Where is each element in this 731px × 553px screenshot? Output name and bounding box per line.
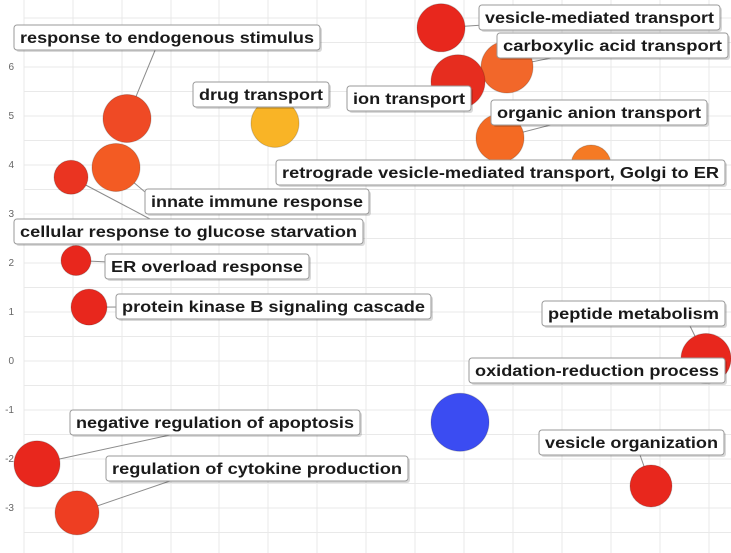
bubble-vesicle-mediated-transport [416, 3, 466, 53]
label-oxidation-reduction-process: oxidation-reduction process [468, 357, 727, 385]
bubble-oxidation-reduction-process [430, 392, 490, 452]
bubble-er-overload-response [60, 245, 92, 277]
label-text: ion transport [353, 91, 466, 108]
label-regulation-of-cytokine-production: regulation of cytokine production [105, 455, 410, 483]
label-peptide-metabolism: peptide metabolism [541, 300, 727, 328]
y-tick-label: 6 [8, 62, 14, 73]
label-text: drug transport [199, 87, 324, 104]
label-er-overload-response: ER overload response [104, 253, 311, 281]
label-text: vesicle-mediated transport [485, 10, 715, 27]
label-organic-anion-transport: organic anion transport [490, 99, 709, 127]
label-box [144, 188, 370, 215]
y-tick-label: -3 [5, 503, 14, 514]
bubble-cellular-response-to-glucose-starvation [53, 159, 89, 195]
label-text: vesicle organization [545, 435, 718, 452]
bubble-negative-regulation-of-apoptosis [13, 440, 61, 488]
y-tick-label: -2 [5, 454, 14, 465]
label-text: ER overload response [111, 259, 303, 276]
label-text: response to endogenous stimulus [20, 30, 314, 47]
label-carboxylic-acid-transport: carboxylic acid transport [496, 32, 730, 60]
bubble-vesicle-organization [629, 464, 673, 508]
bubble-protein-kinase-b-signaling-cascade [70, 288, 108, 326]
y-tick-label: 1 [8, 307, 14, 318]
bubble-response-to-endogenous-stimulus [102, 93, 152, 143]
label-vesicle-organization: vesicle organization [538, 429, 726, 457]
label-text: retrograde vesicle-mediated transport, G… [282, 165, 719, 182]
y-axis-ticks: 6 5 4 3 2 1 0 -1 -2 -3 [5, 62, 14, 514]
label-response-to-endogenous-stimulus: response to endogenous stimulus [13, 24, 322, 52]
label-box [538, 429, 725, 456]
bubble-regulation-of-cytokine-production [54, 490, 100, 536]
label-box [346, 85, 472, 112]
label-text: cellular response to glucose starvation [20, 224, 357, 241]
label-negative-regulation-of-apoptosis: negative regulation of apoptosis [69, 409, 362, 437]
label-drug-transport: drug transport [192, 81, 331, 109]
y-tick-label: 0 [8, 356, 14, 367]
label-vesicle-mediated-transport: vesicle-mediated transport [478, 4, 722, 32]
label-text: negative regulation of apoptosis [76, 415, 354, 432]
label-box [541, 300, 726, 327]
label-protein-kinase-b-signaling-cascade: protein kinase B signaling cascade [115, 293, 433, 321]
label-text: peptide metabolism [548, 306, 719, 323]
label-ion-transport: ion transport [346, 85, 473, 113]
label-box [496, 32, 729, 59]
label-box [490, 99, 708, 126]
label-box [478, 4, 721, 31]
label-text: carboxylic acid transport [503, 38, 723, 55]
label-text: innate immune response [151, 194, 363, 211]
bubble-innate-immune-response [91, 142, 141, 192]
label-text: protein kinase B signaling cascade [122, 299, 425, 316]
y-tick-label: 3 [8, 209, 14, 220]
y-tick-label: 5 [8, 111, 14, 122]
point-labels: vesicle-mediated transport carboxylic aci… [13, 4, 730, 483]
label-box [13, 218, 364, 245]
label-text: organic anion transport [497, 105, 702, 122]
label-box [13, 24, 321, 51]
label-text: oxidation-reduction process [475, 363, 719, 380]
label-box [104, 253, 310, 280]
y-tick-label: 2 [8, 258, 14, 269]
label-box [192, 81, 330, 108]
label-box [105, 455, 409, 482]
y-tick-label: 4 [8, 160, 14, 171]
label-innate-immune-response: innate immune response [144, 188, 371, 216]
label-retrograde-vesicle-mediated-transport-golgi-to-er: retrograde vesicle-mediated transport, G… [275, 159, 727, 187]
label-cellular-response-to-glucose-starvation: cellular response to glucose starvation [13, 218, 365, 246]
label-box [468, 357, 726, 384]
label-box [69, 409, 361, 436]
label-box [115, 293, 432, 320]
label-text: regulation of cytokine production [112, 461, 402, 478]
label-box [275, 159, 726, 186]
y-tick-label: -1 [5, 405, 14, 416]
